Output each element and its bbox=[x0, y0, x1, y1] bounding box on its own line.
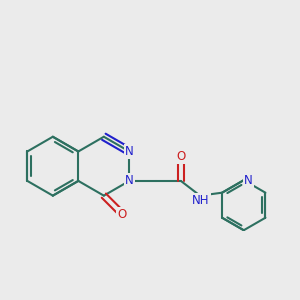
Text: N: N bbox=[125, 174, 134, 188]
Text: O: O bbox=[117, 208, 126, 221]
Text: O: O bbox=[176, 150, 185, 163]
Text: N: N bbox=[125, 145, 134, 158]
Text: NH: NH bbox=[192, 194, 210, 207]
Text: N: N bbox=[244, 174, 253, 187]
